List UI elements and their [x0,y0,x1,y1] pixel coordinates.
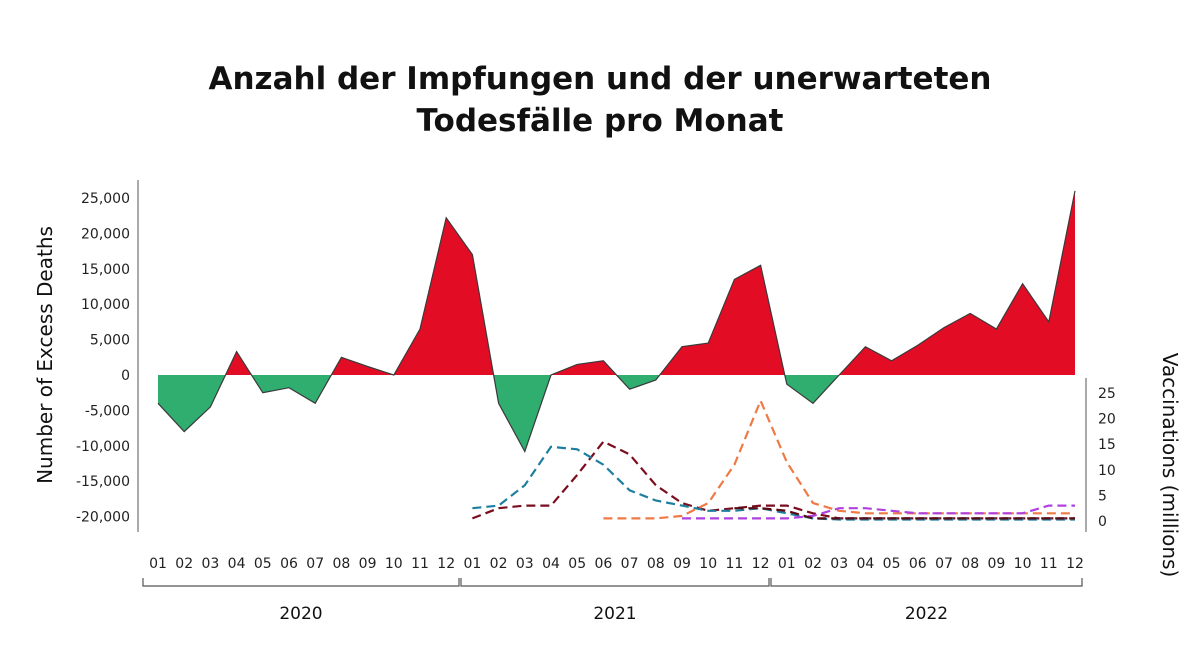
vaccination-series-2 [472,445,1075,521]
month-label: 05 [254,556,272,572]
excess-area-positive [659,265,785,375]
month-label: 09 [359,556,377,572]
month-label: 10 [699,556,717,572]
excess-area-negative [158,375,226,432]
month-label: 04 [228,556,246,572]
excess-area-negative [251,375,332,404]
month-label: 03 [830,556,848,572]
left-tick-label: 15,000 [81,262,130,278]
excess-area-positive [331,217,494,375]
year-label: 2020 [279,604,322,624]
month-label: 07 [621,556,639,572]
left-tick-label: -5,000 [85,403,130,419]
left-tick-label: 25,000 [81,191,130,207]
excess-area-negative [616,375,660,390]
month-label: 12 [752,556,770,572]
right-tick-label: 25 [1098,386,1116,402]
month-axis: 01 02 03 04 05 06 07 08 09 10 11 12 01 02 03 04 05 06 07 08… [149,556,1084,572]
month-label: 02 [490,556,508,572]
chart-title-line-1: Anzahl der Impfungen und der unerwartete… [208,61,992,97]
month-label: 09 [673,556,691,572]
month-label: 09 [987,556,1005,572]
month-label: 08 [961,556,979,572]
month-label: 02 [804,556,822,572]
right-tick-label: 15 [1098,437,1116,453]
month-label: 12 [437,556,455,572]
month-label: 07 [306,556,324,572]
month-label: 05 [883,556,901,572]
excess-area-positive [551,360,617,375]
month-label: 04 [856,556,874,572]
axes [137,180,1087,532]
chart-title: Anzahl der Impfungen und der unerwartete… [0,58,1200,142]
month-label: 04 [542,556,560,572]
excess-deaths-line [157,190,1076,453]
month-label: 10 [1014,556,1032,572]
left-tick-label: 0 [121,368,130,384]
month-label: 01 [463,556,481,572]
year-bracket [460,578,770,587]
month-label: 11 [1040,556,1058,572]
month-label: 01 [149,556,167,572]
left-tick-label: -10,000 [76,439,130,455]
excess-area-positive [225,351,252,375]
left-tick-label: -20,000 [76,510,130,526]
month-label: 06 [594,556,612,572]
excess-area-negative [493,375,551,452]
excess-area-positive [839,190,1075,375]
month-label: 11 [411,556,429,572]
right-tick-label: 5 [1098,488,1107,504]
right-tick-label: 20 [1098,412,1116,428]
year-label: 2022 [905,604,948,624]
year-axis: 2020 2021 2022 [142,578,1083,624]
left-tick-label: 20,000 [81,226,130,242]
excess-deaths-area [157,190,1076,453]
vaccination-series-4 [682,504,1075,520]
right-axis-label: Vaccinations (millions) [1158,353,1182,578]
month-label: 03 [201,556,219,572]
month-label: 12 [1066,556,1084,572]
vaccination-series-1 [472,440,1075,520]
vaccination-series-5 [734,507,1075,520]
year-bracket [142,578,460,587]
month-label: 07 [935,556,953,572]
month-label: 03 [516,556,534,572]
vaccination-lines [472,397,1075,521]
month-label: 06 [909,556,927,572]
left-axis-label: Number of Excess Deaths [33,226,57,484]
year-bracket [770,578,1083,587]
left-tick-label: -15,000 [76,474,130,490]
month-label: 06 [280,556,298,572]
month-label: 05 [568,556,586,572]
month-label: 02 [175,556,193,572]
chart-title-line-2: Todesfälle pro Monat [416,103,784,139]
right-tick-label: 10 [1098,463,1116,479]
left-axis-ticks: -20,000 -15,000 -10,000 -5,000 0 5,000 10,000 1… [76,191,130,526]
left-tick-label: 10,000 [81,297,130,313]
left-tick-label: 5,000 [90,333,130,349]
year-label: 2021 [593,604,636,624]
month-label: 08 [332,556,350,572]
month-label: 11 [725,556,743,572]
month-label: 08 [647,556,665,572]
right-tick-label: 0 [1098,514,1107,530]
right-axis-ticks: 0 5 10 15 20 25 [1098,386,1116,530]
month-label: 01 [778,556,796,572]
excess-area-negative [784,375,840,404]
vaccination-series-3 [603,397,1075,520]
month-label: 10 [385,556,403,572]
